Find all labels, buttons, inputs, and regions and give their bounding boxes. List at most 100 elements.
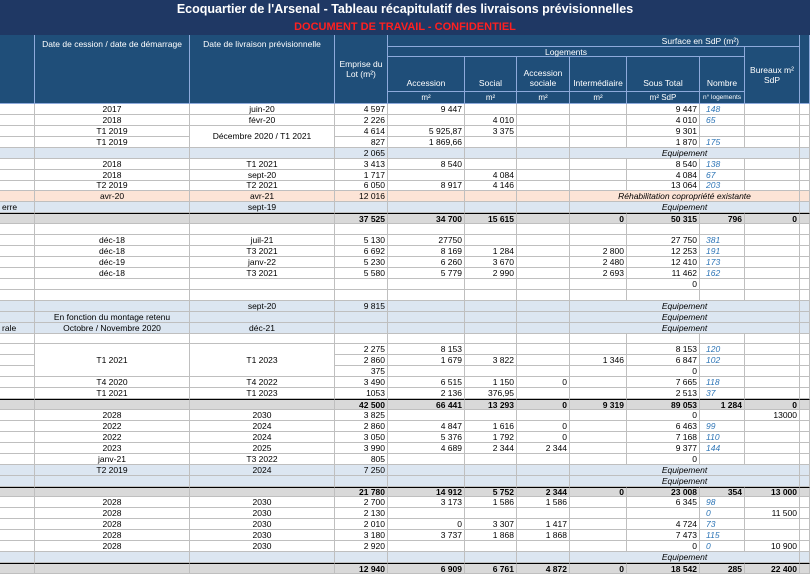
table-cell: 2 226 [335, 114, 388, 126]
table-cell: 0 [570, 563, 627, 574]
table-cell: 7 473 [627, 530, 700, 542]
table-cell: 2024 [190, 464, 335, 476]
empty-cell [465, 158, 517, 170]
empty-cell [800, 475, 810, 487]
table-cell: 2018 [35, 114, 190, 126]
table-cell: Réhabilitation copropriété existante [570, 191, 800, 203]
table-cell: Octobre / Novembre 2020 [35, 322, 190, 334]
table-cell: 0 [700, 541, 745, 553]
table-cell: 148 [700, 104, 745, 115]
empty-cell [570, 114, 627, 126]
empty-cell [190, 213, 335, 225]
empty-cell [0, 453, 35, 465]
table-cell: févr-20 [190, 114, 335, 126]
table-cell: 6 463 [627, 420, 700, 432]
table-cell: 375 [335, 366, 388, 378]
empty-cell [465, 136, 517, 148]
table-cell: 9 319 [570, 399, 627, 411]
table-cell: 9 447 [627, 104, 700, 115]
table-cell: 13 293 [465, 399, 517, 411]
empty-cell [517, 158, 570, 170]
table-cell: 11 462 [627, 267, 700, 279]
table-cell: 3 375 [465, 125, 517, 137]
table-cell: 5 925,87 [388, 125, 465, 137]
table-cell: 66 441 [388, 399, 465, 411]
unit-label: m² [517, 92, 570, 104]
table-cell: 9 447 [388, 104, 465, 115]
empty-cell [517, 114, 570, 126]
empty-cell [745, 125, 800, 137]
empty-cell [570, 442, 627, 454]
empty-cell [465, 104, 517, 115]
table-cell: 0 [517, 431, 570, 443]
empty-cell [0, 431, 35, 443]
title: Ecoquartier de l'Arsenal - Tableau récap… [0, 0, 810, 18]
empty-cell [745, 453, 800, 465]
table-cell: 110 [700, 431, 745, 443]
empty-cell [745, 442, 800, 454]
empty-cell [0, 497, 35, 509]
group-header: Surface en SdP (m²) [388, 35, 800, 47]
empty-cell [517, 289, 570, 301]
table-cell: 376,95 [465, 388, 517, 400]
empty-cell [700, 289, 745, 301]
table-cell: 8 917 [388, 180, 465, 192]
table-cell: 2030 [190, 541, 335, 553]
empty-cell [800, 333, 810, 345]
empty-cell [800, 399, 810, 411]
table-cell: 1 150 [465, 377, 517, 389]
empty-cell [388, 311, 465, 323]
empty-cell [800, 410, 810, 421]
empty-cell [800, 486, 810, 498]
table-cell: Décembre 2020 / T1 2021 [190, 125, 335, 148]
empty-cell [190, 333, 335, 345]
column-header: Sous Total [627, 57, 700, 92]
table-cell: 1 792 [465, 431, 517, 443]
table-cell: 7 168 [627, 431, 700, 443]
empty-cell [745, 420, 800, 432]
empty-cell [190, 563, 335, 574]
table-cell: 0 [627, 410, 700, 421]
empty-cell [570, 344, 627, 356]
table-cell: T3 2022 [190, 453, 335, 465]
table-cell: 1 869,66 [388, 136, 465, 148]
empty-cell [0, 246, 35, 257]
empty-cell [517, 235, 570, 247]
table-cell: 37 [700, 388, 745, 400]
empty-cell [745, 180, 800, 192]
table-cell: Equipement [570, 322, 800, 334]
table-cell: 381 [700, 235, 745, 247]
table-cell: 8 153 [388, 344, 465, 356]
empty-cell [388, 224, 465, 236]
empty-cell [570, 453, 627, 465]
empty-cell [517, 508, 570, 520]
empty-cell [465, 322, 517, 334]
table-cell: 2030 [190, 508, 335, 520]
empty-cell [517, 257, 570, 268]
empty-cell [570, 377, 627, 389]
empty-cell [190, 552, 335, 564]
empty-cell [388, 552, 465, 564]
empty-cell [0, 563, 35, 574]
table-cell: 0 [570, 486, 627, 498]
table-cell: 50 315 [627, 213, 700, 225]
table-cell: En fonction du montage retenu [35, 311, 190, 323]
table-cell: 27 750 [627, 235, 700, 247]
table-cell: 1 868 [517, 530, 570, 542]
empty-cell [0, 213, 35, 225]
unit-label: m² [570, 92, 627, 104]
table-cell: 3 173 [388, 497, 465, 509]
table-cell: 3 413 [335, 158, 388, 170]
empty-cell [800, 300, 810, 312]
table-cell: 37 525 [335, 213, 388, 225]
table-cell: 1 868 [465, 530, 517, 542]
table-cell: 118 [700, 377, 745, 389]
unit-label: m² [465, 92, 517, 104]
empty-cell [0, 355, 35, 367]
table-cell: 98 [700, 497, 745, 509]
empty-cell [517, 267, 570, 279]
empty-cell [0, 136, 35, 148]
subtitle: DOCUMENT DE TRAVAIL - CONFIDENTIEL [0, 18, 810, 35]
table-cell: Equipement [570, 311, 800, 323]
empty-cell [465, 191, 517, 203]
